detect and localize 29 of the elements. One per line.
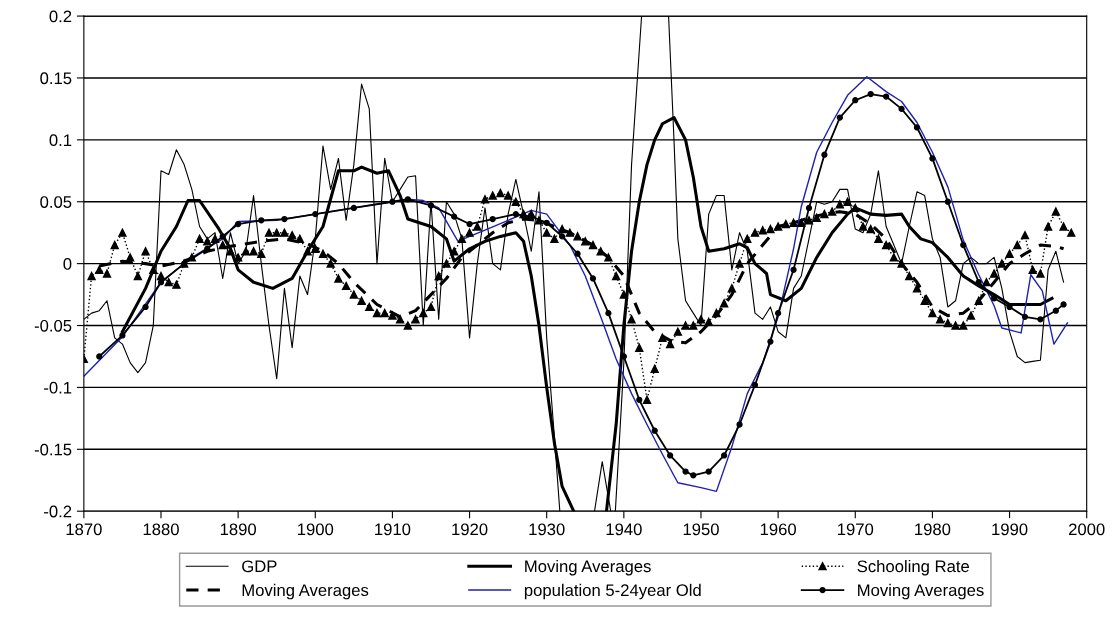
legend-label: Moving Averages xyxy=(858,583,984,600)
y-tick-label: 0.05 xyxy=(40,196,72,208)
x-tick-label: 1890 xyxy=(220,523,257,536)
x-tick-label: 1870 xyxy=(66,523,102,536)
y-tick-label: 0 xyxy=(63,258,72,270)
x-tick-label: 1980 xyxy=(915,523,951,536)
y-tick-label: 0.2 xyxy=(49,10,72,23)
legend-label: population 5-24year Old xyxy=(524,583,701,600)
y-tick-label: -0.2 xyxy=(44,505,72,518)
x-tick-label: 1940 xyxy=(606,523,642,536)
x-tick-label: 1950 xyxy=(683,523,719,536)
legend-label: Schooling Rate xyxy=(857,559,970,576)
x-tick-label: 2000 xyxy=(1069,523,1105,536)
x-tick-label: 1900 xyxy=(298,523,334,536)
y-tick-label: 0.15 xyxy=(40,72,72,85)
x-tick-label: 1930 xyxy=(529,523,565,536)
y-tick-label: -0.1 xyxy=(44,381,72,394)
x-tick-label: 1960 xyxy=(760,523,797,536)
legend-label: GDP xyxy=(242,560,277,573)
legend-label: Moving Averages xyxy=(242,583,369,600)
x-tick-label: 1970 xyxy=(838,523,874,536)
y-tick-label: -0.15 xyxy=(34,443,72,456)
x-tick-label: 1920 xyxy=(452,523,488,536)
y-tick-label: -0.05 xyxy=(34,319,72,332)
x-tick-label: 1880 xyxy=(143,523,179,536)
x-tick-label: 1910 xyxy=(375,523,411,536)
legend-label: Moving Averages xyxy=(525,559,651,576)
y-tick-label: 0.1 xyxy=(49,134,72,147)
x-tick-label: 1990 xyxy=(992,523,1028,536)
